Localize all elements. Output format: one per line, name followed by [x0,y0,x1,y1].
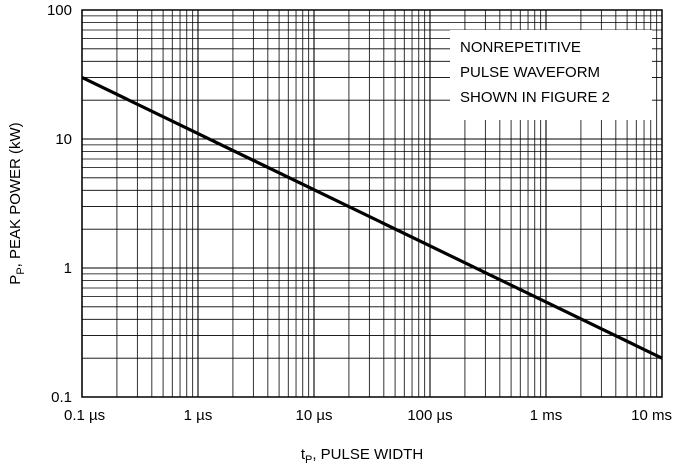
y-tick-labels: 0.1 1 10 100 [47,2,72,406]
y-tick-label: 0.1 [51,389,72,406]
annotation-line: PULSE WAVEFORM [460,64,600,81]
annotation-background [450,30,652,120]
annotation-line: NONREPETITIVE [460,39,581,56]
x-axis-title: tP, PULSE WIDTH [301,446,423,466]
x-tick-label: 1 µs [184,407,213,424]
y-tick-label: 10 [55,131,72,148]
annotation-box: NONREPETITIVE PULSE WAVEFORM SHOWN IN FIGU… [450,30,652,120]
y-tick-label: 100 [47,2,72,19]
x-axis-title-sub: P [305,454,312,466]
x-tick-labels: 0.1 µs 1 µs 10 µs 100 µs 1 ms 10 ms [64,407,672,424]
x-tick-label: 0.1 µs [64,407,105,424]
plot-frame [81,9,663,398]
x-tick-label: 10 µs [296,407,333,424]
x-tick-label: 100 µs [407,407,452,424]
y-axis-title: PP, PEAK POWER (kW) [7,122,27,284]
x-tick-label: 1 ms [530,407,563,424]
y-tick-label: 1 [64,260,72,277]
x-tick-label: 10 ms [631,407,672,424]
grid [81,10,662,398]
series-layer [81,76,663,360]
x-axis-title-main: t [301,446,306,463]
annotation-line: SHOWN IN FIGURE 2 [460,89,610,106]
y-axis-title-sub: P [15,267,27,274]
x-axis-title-rest: , PULSE WIDTH [312,446,423,463]
y-axis-title-main: P [7,275,24,285]
power-curve-line [81,76,663,360]
y-axis-title-rest: , PEAK POWER (kW) [7,122,24,267]
